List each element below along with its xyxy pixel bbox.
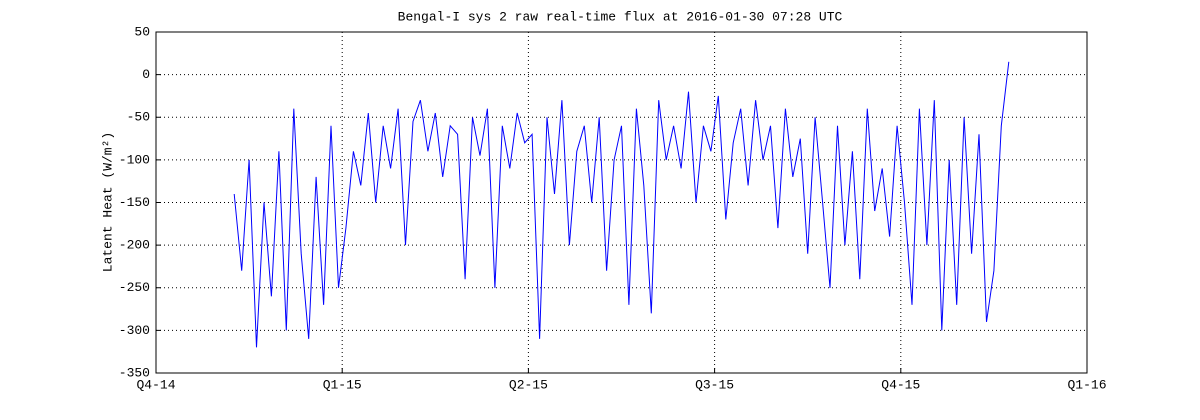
x-tick-label: Q1-16 xyxy=(1067,377,1106,392)
x-tick-label: Q2-15 xyxy=(509,377,548,392)
plot-frame xyxy=(155,31,1088,374)
data-line xyxy=(233,61,1010,348)
y-axis-label: Latent Heat (W/m²) xyxy=(100,132,115,272)
y-tick-label: 0 xyxy=(142,67,150,82)
y-tick-label: -350 xyxy=(119,365,150,380)
y-tick-label: -250 xyxy=(119,280,150,295)
y-tick-label: 50 xyxy=(134,24,150,39)
x-tick-label: Q4-14 xyxy=(136,377,175,392)
y-tick-label: -300 xyxy=(119,323,150,338)
y-tick-label: -100 xyxy=(119,152,150,167)
x-tick-label: Q3-15 xyxy=(695,377,734,392)
y-tick-label: -200 xyxy=(119,238,150,253)
y-tick-label: -50 xyxy=(127,110,150,125)
x-tick-label: Q4-15 xyxy=(881,377,920,392)
chart-title: Bengal-I sys 2 raw real-time flux at 201… xyxy=(398,9,843,24)
x-tick-label: Q1-15 xyxy=(323,377,362,392)
y-tick-label: -150 xyxy=(119,195,150,210)
